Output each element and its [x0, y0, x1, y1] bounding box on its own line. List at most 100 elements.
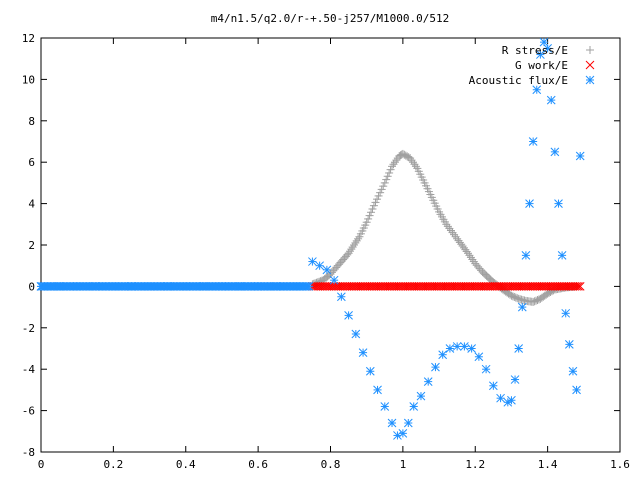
data-point: [344, 249, 353, 258]
data-point: [568, 366, 578, 376]
data-point: [442, 220, 451, 229]
legend-label: G work/E: [515, 59, 568, 72]
data-point: [446, 226, 455, 235]
data-point: [409, 158, 418, 167]
data-point: [315, 261, 324, 271]
data-point: [525, 199, 534, 208]
data-point: [380, 402, 390, 411]
data-point: [374, 191, 383, 200]
data-point: [438, 350, 448, 360]
data-point: [393, 431, 402, 440]
data-point: [403, 418, 413, 428]
legend-marker: [586, 46, 594, 54]
data-point: [543, 43, 552, 53]
data-point: [386, 165, 395, 174]
data-point: [376, 188, 385, 197]
data-point: [468, 255, 477, 264]
data-point: [416, 391, 426, 401]
y-tick-label: -8: [22, 446, 35, 459]
x-tick-label: 1.2: [465, 458, 485, 471]
data-point: [344, 311, 353, 320]
data-point: [308, 257, 317, 266]
y-tick-label: 6: [28, 156, 35, 169]
data-point: [347, 245, 356, 254]
y-tick-label: -4: [22, 363, 36, 376]
y-tick-label: 0: [28, 280, 35, 293]
y-tick-label: 12: [22, 32, 35, 45]
data-point: [388, 162, 397, 171]
data-point: [365, 366, 375, 376]
data-point: [575, 151, 585, 161]
data-point: [467, 344, 476, 353]
data-point: [373, 385, 382, 395]
data-point: [345, 247, 354, 256]
y-tick-label: -2: [22, 322, 35, 335]
data-point: [536, 50, 545, 59]
y-tick-label: 4: [28, 198, 35, 211]
x-tick-label: 1: [400, 458, 407, 471]
data-point: [411, 162, 420, 171]
data-point: [379, 182, 388, 191]
data-point: [409, 402, 419, 411]
legend: R stress/E G work/E Acoustic flux/E: [469, 44, 595, 87]
data-point: [546, 95, 556, 105]
data-point: [337, 292, 346, 302]
data-point: [564, 340, 574, 349]
data-point: [450, 230, 459, 239]
data-point: [371, 198, 380, 207]
data-point: [572, 282, 581, 291]
data-point: [392, 156, 401, 165]
data-point: [431, 362, 440, 372]
data-point: [322, 265, 332, 275]
data-point: [507, 395, 516, 405]
data-point: [532, 85, 542, 95]
data-point: [367, 208, 376, 217]
data-point: [554, 199, 563, 208]
data-point: [445, 224, 454, 233]
series-layer: [36, 37, 585, 440]
data-point: [398, 429, 408, 438]
data-point: [365, 211, 374, 220]
x-tick-label: 0: [38, 458, 45, 471]
data-point: [385, 168, 394, 177]
data-point: [452, 342, 462, 351]
data-point: [465, 251, 474, 260]
data-point: [368, 204, 377, 213]
data-point: [557, 250, 567, 260]
data-point: [443, 222, 452, 231]
legend-label: Acoustic flux/E: [469, 74, 568, 87]
data-point: [474, 352, 484, 362]
data-point: [350, 241, 359, 249]
data-point: [464, 249, 473, 258]
data-point: [369, 201, 378, 210]
plot-frame: [40, 37, 621, 453]
series-g-work-e: [308, 282, 585, 291]
legend-marker: [585, 60, 595, 70]
y-tick-label: 2: [28, 239, 35, 252]
x-tick-label: 0.2: [103, 458, 123, 471]
data-point: [445, 344, 455, 353]
data-point: [448, 228, 457, 237]
data-point: [364, 214, 373, 223]
data-point: [389, 160, 398, 169]
x-tick-label: 1.4: [538, 458, 558, 471]
data-point: [528, 137, 538, 146]
data-point: [561, 308, 571, 318]
data-point: [514, 344, 524, 353]
data-point: [517, 302, 527, 312]
data-point: [373, 195, 382, 204]
data-point: [358, 348, 368, 357]
data-point: [383, 172, 392, 181]
data-point: [466, 253, 475, 262]
data-point: [390, 158, 399, 167]
data-point: [354, 234, 363, 243]
y-axis: -8 -6 -4 -2 0 2 4 6 8 10 12: [22, 32, 620, 459]
data-point: [407, 156, 416, 165]
data-point: [382, 175, 391, 184]
data-point: [521, 250, 531, 260]
data-point: [510, 375, 520, 384]
x-tick-label: 0.6: [248, 458, 268, 471]
data-point: [377, 185, 386, 194]
data-point: [351, 329, 361, 339]
